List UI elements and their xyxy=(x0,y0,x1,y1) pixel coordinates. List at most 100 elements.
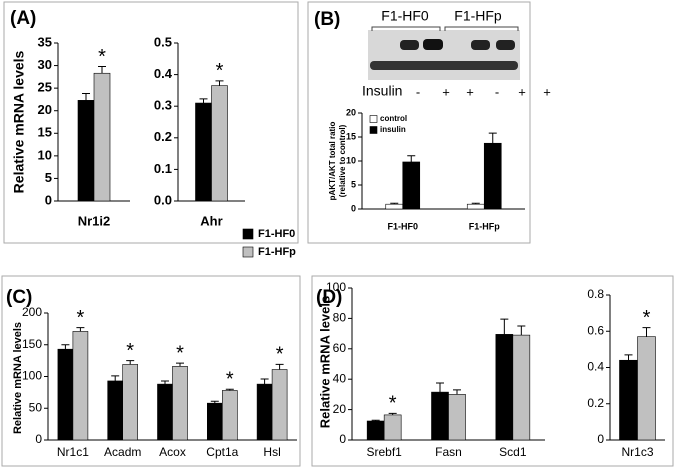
y-tick-label: 0 xyxy=(45,192,52,207)
x-tick-label: Fasn xyxy=(435,445,462,459)
error-bar xyxy=(215,80,224,86)
bar xyxy=(385,203,404,210)
treatment-sign: - xyxy=(416,84,420,99)
error-bar xyxy=(275,363,284,370)
bar xyxy=(72,331,89,441)
significance-mark: * xyxy=(276,344,284,366)
y-tick-label: 30 xyxy=(38,57,52,72)
western-blot xyxy=(368,26,520,80)
y-tick-label: 0.2 xyxy=(587,396,604,410)
bar xyxy=(211,85,228,202)
bar xyxy=(637,336,656,441)
error-bar xyxy=(126,360,135,365)
panel-c-frame xyxy=(1,275,301,467)
y-tick-label: 15 xyxy=(38,125,52,140)
bar xyxy=(483,142,502,210)
bar xyxy=(466,203,485,210)
bar xyxy=(195,102,212,202)
bar xyxy=(619,359,638,441)
y-tick-label: 150 xyxy=(22,337,42,351)
legend-label: F1-HFp xyxy=(258,246,296,258)
error-bar xyxy=(176,362,184,367)
y-tick-label: 0.8 xyxy=(587,287,604,301)
y-tick-label: 0 xyxy=(597,432,604,446)
y-axis-label: pAKT/AKT total ratio xyxy=(328,122,337,201)
y-tick-label: 100 xyxy=(326,280,346,294)
blot-group-label: F1-HFp xyxy=(454,8,502,24)
y-tick-label: 10 xyxy=(346,155,356,165)
bar xyxy=(448,394,466,441)
blot-row-label: Insulin xyxy=(362,83,402,99)
y-tick-label: 20 xyxy=(38,102,52,117)
error-bar xyxy=(407,155,416,162)
y-tick-label: 100 xyxy=(22,369,42,383)
error-bar xyxy=(225,388,234,391)
legend-swatch xyxy=(369,115,378,123)
y-tick-label: 0.5 xyxy=(154,34,172,49)
y-tick-label: 20 xyxy=(346,107,356,117)
y-tick-label: 25 xyxy=(38,80,52,95)
x-tick-label: Scd1 xyxy=(499,445,527,459)
error-bar xyxy=(61,344,70,350)
y-tick-label: 0.4 xyxy=(154,66,173,81)
treatment-sign: + xyxy=(466,84,474,99)
error-bar xyxy=(98,65,106,74)
y-tick-label: 0.4 xyxy=(587,360,604,374)
bar xyxy=(172,366,188,441)
significance-mark: * xyxy=(126,340,134,362)
bar xyxy=(256,383,273,441)
y-tick-label: 0.6 xyxy=(587,323,604,337)
x-tick-label: F1-HFp xyxy=(469,221,500,231)
y-tick-label: 80 xyxy=(333,311,347,325)
bar xyxy=(402,161,421,210)
blot-band xyxy=(471,40,490,50)
bar xyxy=(222,390,238,441)
panel-a-frame xyxy=(3,1,299,244)
y-tick-label: 10 xyxy=(38,147,52,162)
blot-band xyxy=(496,40,515,50)
bar xyxy=(271,369,288,441)
significance-mark: * xyxy=(389,393,397,415)
significance-mark: * xyxy=(216,60,224,82)
error-bar xyxy=(210,400,219,404)
x-tick-label: Acox xyxy=(159,445,186,459)
bar xyxy=(93,72,111,202)
y-tick-label: 0 xyxy=(351,203,356,213)
x-tick-label: F1-HF0 xyxy=(387,221,418,231)
blot-band xyxy=(370,61,518,70)
bar xyxy=(57,348,74,441)
panel-label: (D) xyxy=(316,287,342,308)
legend-label: insulin xyxy=(380,125,406,134)
error-bar xyxy=(488,132,497,144)
y-tick-label: 20 xyxy=(333,402,347,416)
y-tick-label: 0 xyxy=(35,432,42,446)
bar xyxy=(383,414,402,441)
error-bar xyxy=(390,202,399,205)
x-tick-label: Acadm xyxy=(104,445,141,459)
treatment-sign: + xyxy=(518,84,526,99)
y-tick-label: 35 xyxy=(38,34,52,49)
significance-mark: * xyxy=(176,342,184,364)
y-tick-label: 0.3 xyxy=(154,98,172,113)
significance-mark: * xyxy=(98,46,106,68)
error-bar xyxy=(436,382,444,393)
bar xyxy=(366,420,385,441)
error-bar xyxy=(371,419,380,421)
treatment-sign: - xyxy=(495,84,499,99)
bar xyxy=(157,383,173,441)
y-tick-label: 0.0 xyxy=(154,192,172,207)
significance-mark: * xyxy=(226,368,234,390)
error-bar xyxy=(161,380,169,385)
error-bar xyxy=(453,389,461,395)
panel-d-frame xyxy=(311,275,674,467)
legend-swatch xyxy=(242,228,254,240)
y-tick-label: 15 xyxy=(346,131,356,141)
x-tick-label: Ahr xyxy=(200,213,222,228)
y-tick-label: 40 xyxy=(333,371,347,385)
bar xyxy=(207,402,223,441)
error-bar xyxy=(517,325,526,336)
error-bar xyxy=(76,327,85,332)
x-tick-label: Hsl xyxy=(263,445,280,459)
blot-group-label: F1-HF0 xyxy=(381,8,429,24)
